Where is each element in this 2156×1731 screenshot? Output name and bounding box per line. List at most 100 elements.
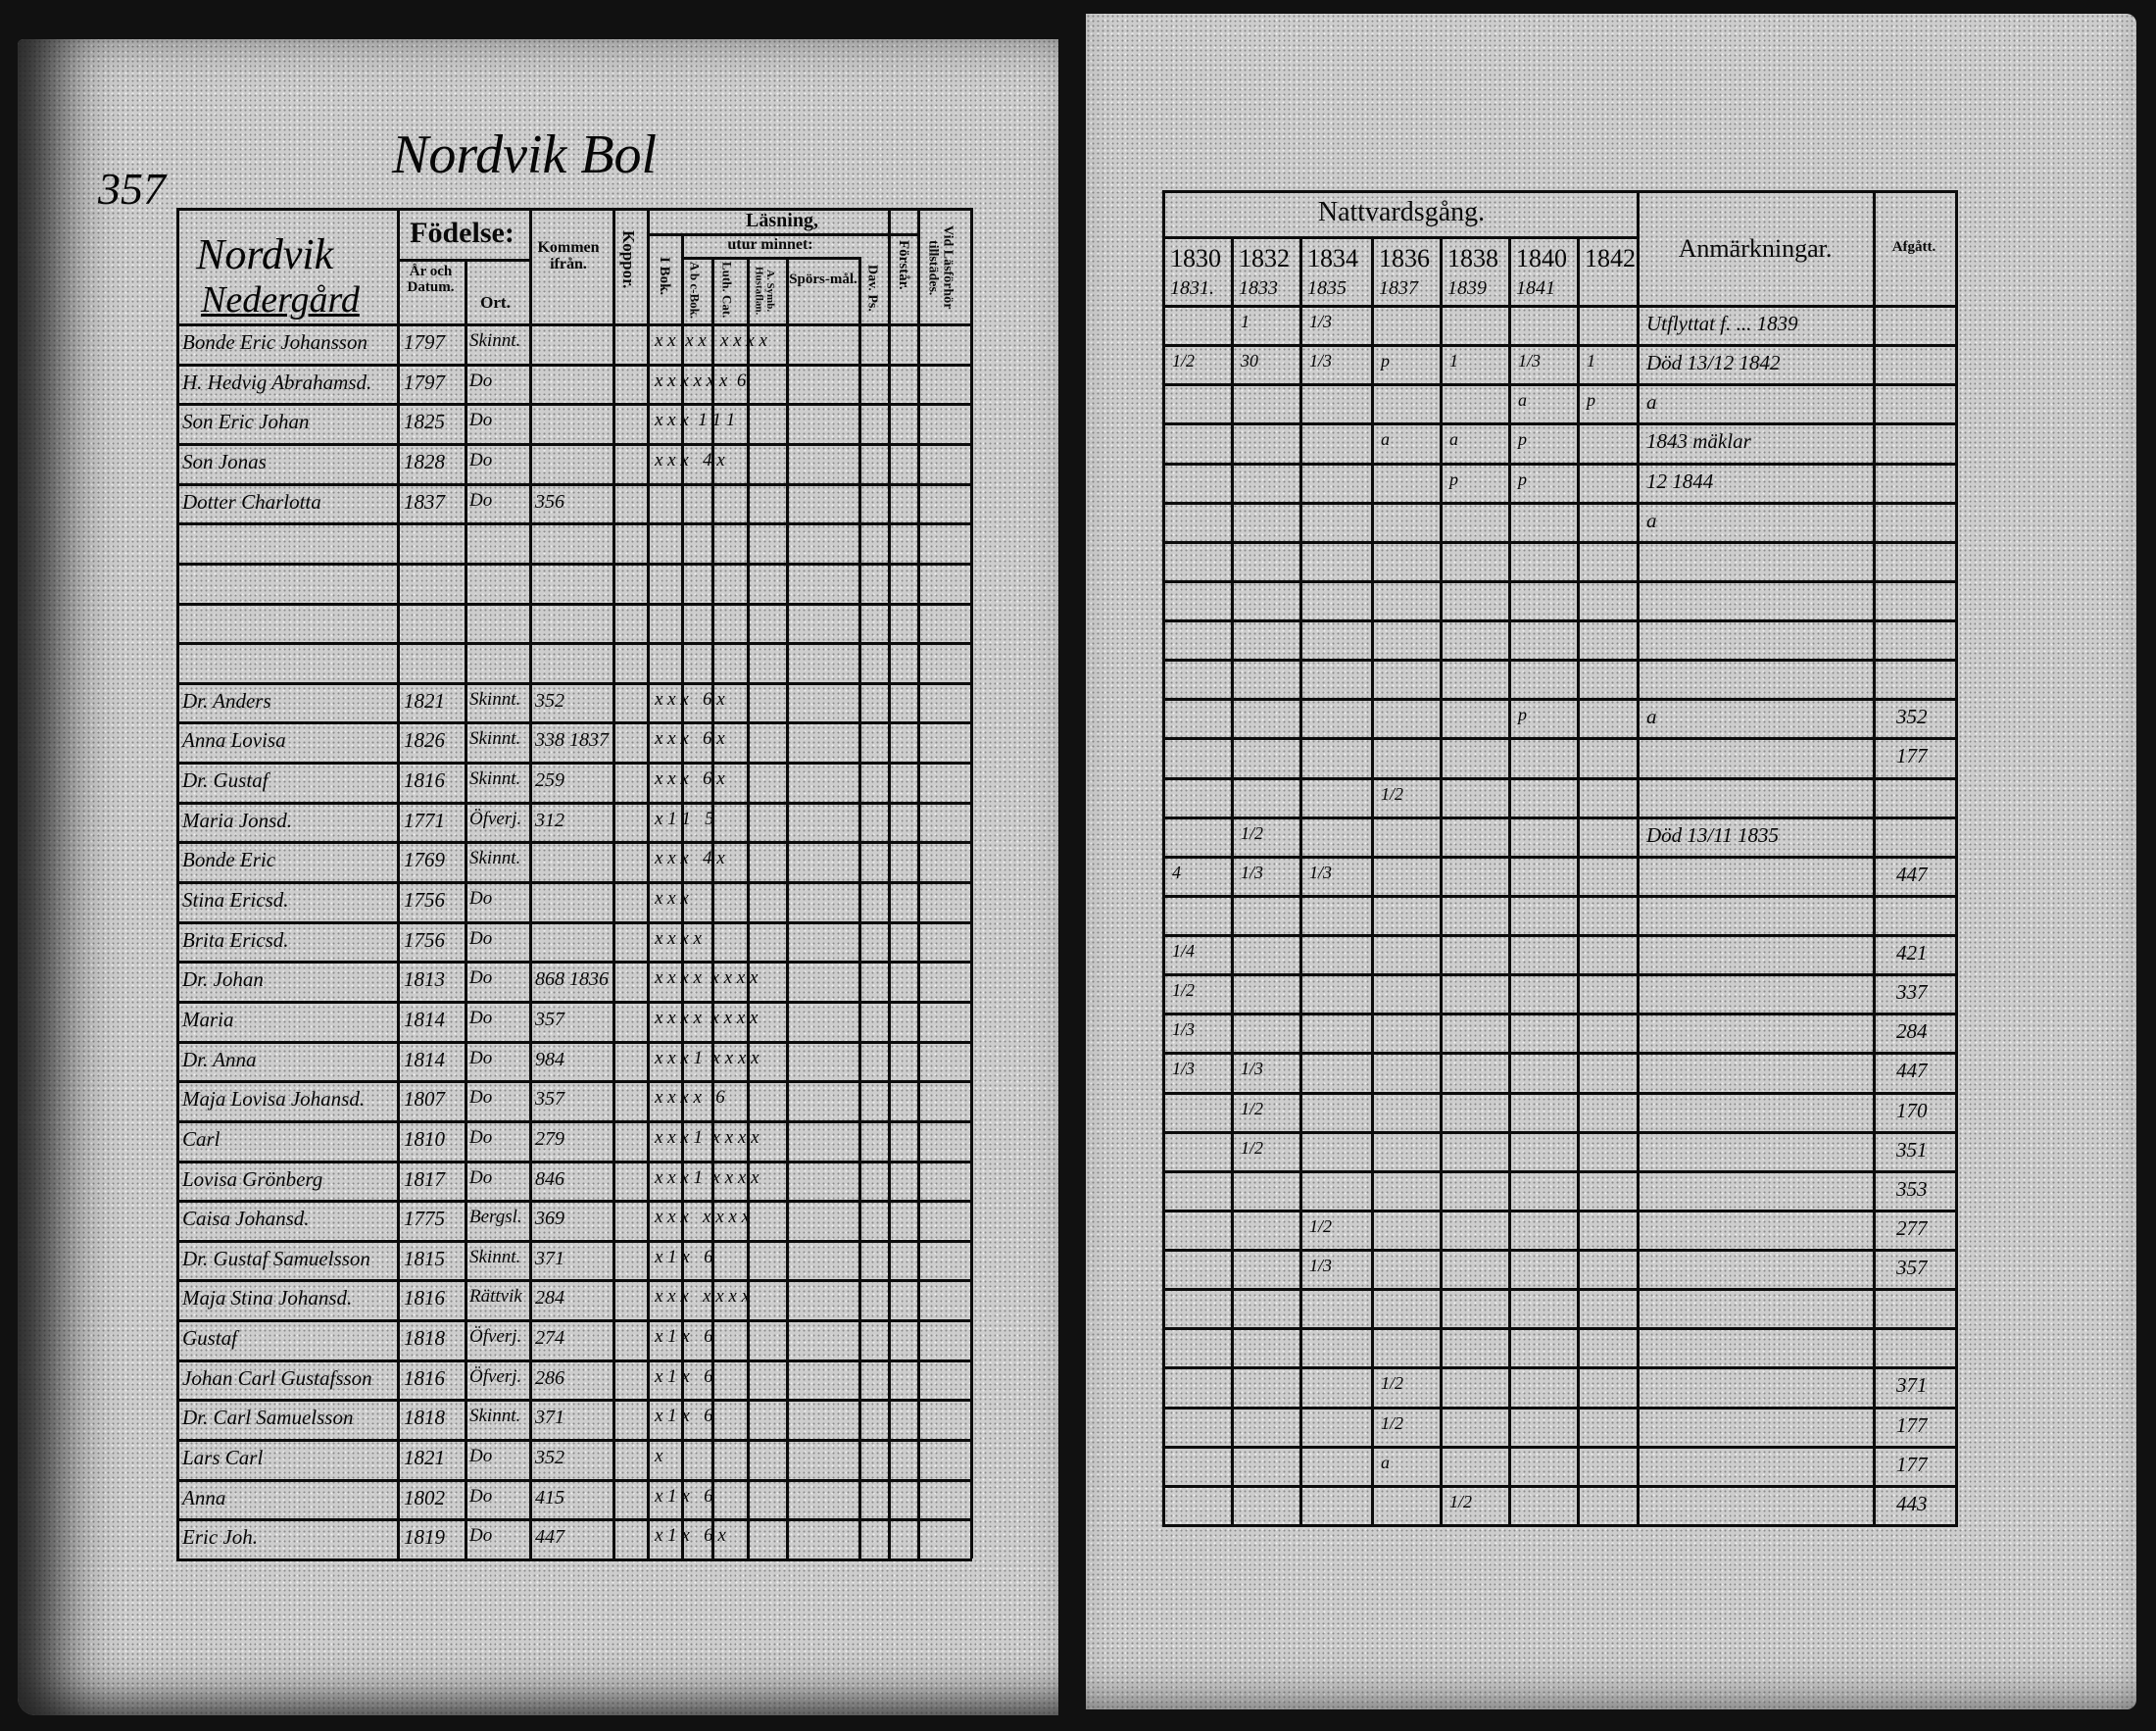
row-line xyxy=(176,721,972,725)
row-line xyxy=(1162,579,1958,583)
reading-marks: x 1 x 6 xyxy=(655,1406,713,1427)
column-line xyxy=(1440,236,1443,1524)
birth-place: Rättvik xyxy=(469,1286,522,1308)
birth-year: 1769 xyxy=(404,848,445,872)
row-line xyxy=(176,1518,972,1522)
header-afgatt: Afgått. xyxy=(1891,239,1936,255)
row-line xyxy=(176,1239,972,1243)
reading-marks: x x x 1 x x x x xyxy=(655,1126,760,1148)
birth-place: Skinnt. xyxy=(469,1406,521,1427)
year-bottom: 1839 xyxy=(1447,277,1487,299)
communion-mark: p xyxy=(1518,429,1527,450)
row-line xyxy=(1162,540,1958,544)
row-line xyxy=(1162,1091,1958,1095)
year-top: 1836 xyxy=(1379,244,1430,272)
row-line xyxy=(1162,462,1958,466)
reading-marks: x x x 4 x xyxy=(655,449,725,470)
row-line xyxy=(1162,1169,1958,1173)
birth-year: 1756 xyxy=(404,927,445,952)
communion-mark: a xyxy=(1518,390,1527,411)
row-line xyxy=(176,1279,972,1283)
row-line xyxy=(176,403,972,407)
reading-marks: x 1 x 6 x xyxy=(655,1525,726,1547)
communion-mark: p xyxy=(1518,705,1527,725)
header-koppor: Koppor. xyxy=(618,230,638,289)
person-name: Maria Jonsd. xyxy=(182,808,292,832)
communion-mark: 1/3 xyxy=(1241,1059,1264,1079)
birth-place: Do xyxy=(469,1007,493,1028)
communion-mark: 1/2 xyxy=(1381,783,1404,804)
birth-place: Do xyxy=(469,449,493,470)
column-line xyxy=(711,257,714,1558)
reading-marks: x x x x x x x xyxy=(655,1207,751,1228)
communion-mark: 1/3 xyxy=(1309,862,1333,882)
header-fodelse: Födelse: xyxy=(410,217,514,249)
header-i-bok: I Bok. xyxy=(656,257,672,296)
row-line xyxy=(1162,501,1958,505)
section-title-2: Nedergård xyxy=(201,279,360,321)
departed-number: 443 xyxy=(1896,1491,1928,1515)
person-name: Caisa Johansd. xyxy=(182,1207,310,1231)
communion-mark: 1/3 xyxy=(1309,1256,1333,1276)
reading-marks: x x x x x x x xyxy=(655,1286,751,1308)
reading-marks: x 1 x 6 xyxy=(655,1365,713,1387)
person-name: Dr. Anders xyxy=(182,688,271,713)
column-line xyxy=(747,257,750,1558)
birth-place: Do xyxy=(469,888,493,910)
came-from: 371 xyxy=(535,1247,564,1269)
row-line xyxy=(176,762,972,766)
birth-year: 1821 xyxy=(404,688,445,713)
came-from: 371 xyxy=(535,1407,564,1429)
right-page xyxy=(1086,14,2136,1709)
row-line xyxy=(176,1478,972,1482)
person-name: Dr. Anna xyxy=(182,1047,257,1071)
lasning-divider xyxy=(647,233,917,236)
birth-year: 1817 xyxy=(404,1166,445,1191)
communion-mark: 1/2 xyxy=(1309,1215,1333,1236)
person-name: Bonde Eric xyxy=(182,848,276,872)
year-bottom: 1831. xyxy=(1170,277,1214,299)
header-abc-bok: A b c-Bok. xyxy=(687,262,703,320)
year-top: 1830 xyxy=(1170,244,1221,272)
birth-place: Do xyxy=(469,370,493,391)
birth-place: Do xyxy=(469,410,493,431)
birth-year: 1807 xyxy=(404,1087,445,1112)
birth-year: 1810 xyxy=(404,1126,445,1151)
birth-year: 1816 xyxy=(404,768,445,793)
person-name: Son Jonas xyxy=(182,449,267,473)
communion-mark: 1/2 xyxy=(1449,1491,1473,1511)
row-line xyxy=(1162,659,1958,663)
row-line xyxy=(176,1040,972,1044)
person-name: Maria xyxy=(182,1007,234,1031)
column-line xyxy=(1577,236,1580,1524)
came-from: 279 xyxy=(535,1127,564,1150)
departed-number: 447 xyxy=(1896,862,1928,886)
birth-year: 1775 xyxy=(404,1207,445,1231)
communion-mark: 1/2 xyxy=(1172,980,1196,1001)
communion-mark: 1/2 xyxy=(1241,1137,1264,1158)
header-sporsmal: Spörs-mål. xyxy=(789,272,858,287)
communion-mark: 1/2 xyxy=(1241,1098,1264,1118)
remark: Död 13/11 1835 xyxy=(1646,822,1779,847)
minnet-divider xyxy=(681,257,858,260)
person-name: Eric Joh. xyxy=(182,1525,258,1550)
reading-marks: x x x 1 1 1 xyxy=(655,410,736,431)
row-line xyxy=(1162,855,1958,859)
row-line xyxy=(176,961,972,964)
came-from: 259 xyxy=(535,769,564,792)
remark: a xyxy=(1646,508,1657,532)
communion-mark: 1/2 xyxy=(1241,822,1264,843)
birth-year: 1819 xyxy=(404,1525,445,1550)
row-line xyxy=(176,1399,972,1403)
farm-title: Nordvik Bol xyxy=(392,124,658,185)
header-anmarkningar: Anmärkningar. xyxy=(1678,234,1833,263)
remark: a xyxy=(1646,705,1657,729)
birth-place: Do xyxy=(469,927,493,949)
person-name: Dr. Gustaf Samuelsson xyxy=(182,1246,370,1270)
person-name: Anna xyxy=(182,1485,226,1509)
row-line xyxy=(176,562,972,566)
communion-mark: 1/3 xyxy=(1241,862,1264,882)
year-bottom: 1837 xyxy=(1379,277,1418,299)
departed-number: 353 xyxy=(1896,1176,1928,1201)
reading-marks: x x x x 6 xyxy=(655,1087,725,1109)
